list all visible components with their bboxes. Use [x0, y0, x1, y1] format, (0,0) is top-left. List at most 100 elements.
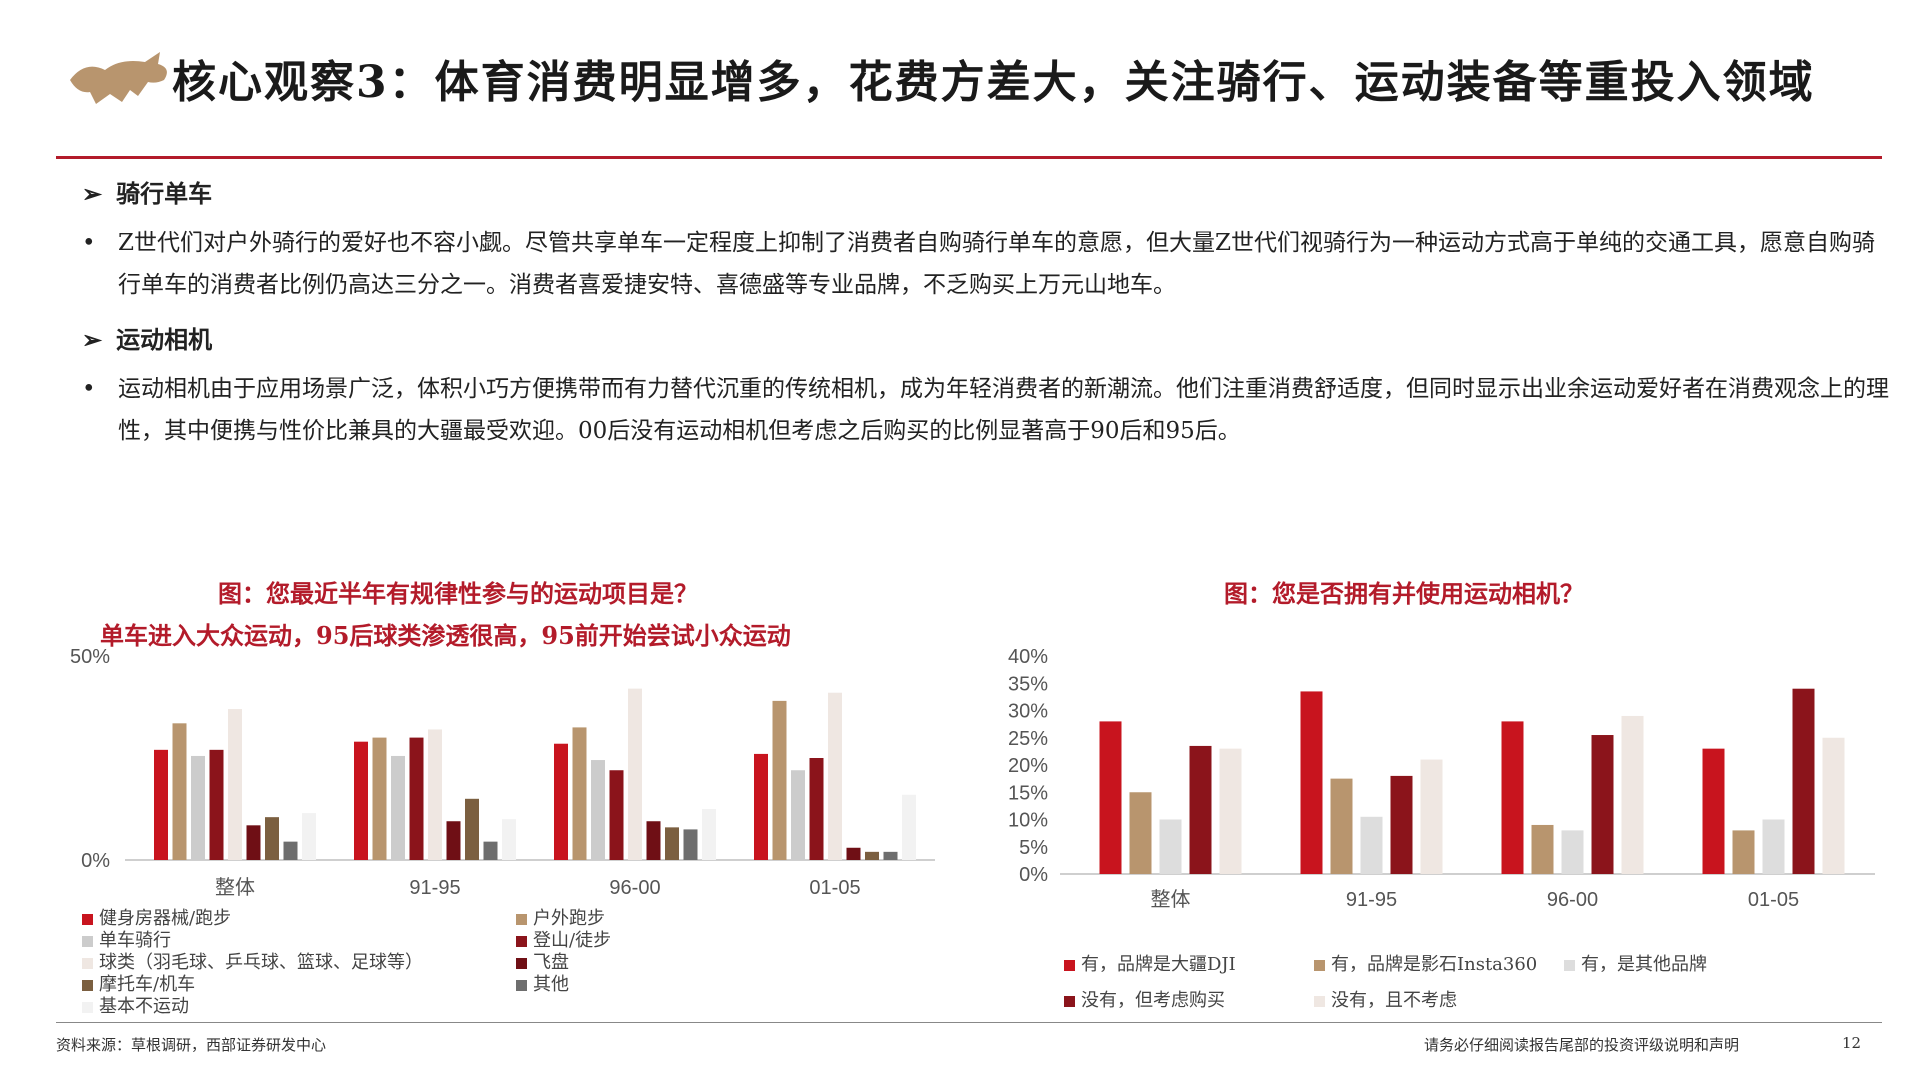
legend-label: 户外跑步: [533, 908, 605, 929]
page-number: 12: [1842, 1034, 1862, 1052]
legend-swatch: [82, 935, 93, 947]
chart2-bar: [1159, 819, 1182, 874]
footer-disclaimer: 请务必仔细阅读报告尾部的投资评级说明和声明: [1424, 1036, 1740, 1054]
legend-swatch: [1314, 995, 1325, 1007]
chart2-category-label: 96-00: [1547, 889, 1598, 911]
chart2-y-tick-label: 35%: [1008, 673, 1048, 695]
chart1-bar: [865, 851, 879, 860]
legend-swatch: [82, 1001, 93, 1013]
paragraph-text: Z世代们对户外骑行的爱好也不容小觑。尽管共享单车一定程度上抑制了消费者自购骑行单…: [118, 230, 1875, 298]
chart1-category-label: 整体: [215, 876, 255, 899]
chart2-y-tick-label: 30%: [1008, 701, 1048, 723]
legend-item: 有，品牌是影石Insta360: [1314, 950, 1537, 976]
paragraph-cycling: • Z世代们对户外骑行的爱好也不容小觑。尽管共享单车一定程度上抑制了消费者自购骑…: [82, 222, 1892, 306]
chart2-bar: [1762, 819, 1785, 874]
chart1-bar: [846, 847, 861, 860]
header-divider: [56, 156, 1882, 159]
chart2-bar: [1129, 792, 1152, 874]
chart2-bar: [1300, 691, 1323, 874]
legend-label: 登山/徒步: [533, 930, 612, 951]
legend-label: 没有，且不考虑: [1331, 990, 1457, 1011]
chart1-y-tick-label: 0%: [81, 850, 110, 872]
chart2-category-label: 01-05: [1748, 889, 1799, 911]
chart2-title: 图：您是否拥有并使用运动相机？: [1224, 579, 1584, 608]
chart1-category-label: 91-95: [409, 877, 460, 899]
legend-label: 飞盘: [533, 952, 569, 973]
legend-swatch: [82, 957, 93, 969]
chart2-bar: [1702, 748, 1725, 874]
chart2-bar: [1792, 688, 1815, 874]
legend-item: 没有，且不考虑: [1314, 986, 1457, 1012]
legend-label: 健身房器械/跑步: [99, 908, 232, 929]
legend-swatch: [1064, 959, 1075, 971]
legend-swatch: [516, 935, 527, 947]
legend-swatch: [516, 979, 527, 991]
bullet-icon: •: [82, 376, 96, 402]
chart2-bar: [1732, 830, 1755, 874]
chart1-bar: [828, 692, 842, 860]
legend-item: 飞盘: [516, 948, 569, 974]
chart1-category-label: 01-05: [809, 877, 860, 899]
arrow-icon: ➢: [82, 325, 103, 354]
chart1-bar: [809, 758, 824, 860]
chart2-bar: [1561, 830, 1584, 874]
chart1-bar: [172, 723, 187, 860]
footer-source: 资料来源：草根调研，西部证券研发中心: [56, 1036, 327, 1054]
legend-label: 单车骑行: [99, 930, 171, 951]
chart1-bar: [628, 688, 642, 860]
legend-label: 有，品牌是大疆DJI: [1081, 954, 1236, 975]
chart1-bar: [902, 794, 916, 860]
chart1-bar: [283, 841, 298, 860]
chart1-bar: [791, 770, 805, 860]
page-title: 核心观察3：体育消费明显增多，花费方差大，关注骑行、运动装备等重投入领域: [172, 57, 1815, 108]
chart1-bar: [409, 737, 424, 860]
legend-swatch: [1064, 995, 1075, 1007]
chart1-bar: [772, 700, 787, 860]
chart2-y-tick-label: 5%: [1019, 837, 1048, 859]
bull-logo-icon: [70, 52, 167, 104]
chart2-category-label: 整体: [1151, 888, 1191, 911]
legend-label: 球类（羽毛球、乒乓球、篮球、足球等）: [99, 952, 423, 973]
chart1-bar: [446, 821, 461, 860]
chart2-bar: [1420, 759, 1443, 874]
legend-swatch: [82, 913, 93, 925]
chart1-bar: [191, 755, 205, 860]
legend-swatch: [516, 957, 527, 969]
chart2-y-tick-label: 40%: [1008, 646, 1048, 668]
chart2-bar: [1621, 715, 1644, 874]
legend-label: 基本不运动: [99, 996, 189, 1017]
legend-item: 健身房器械/跑步: [82, 904, 231, 930]
chart1-bar: [483, 841, 498, 860]
chart1-bar: [372, 737, 387, 860]
paragraph-text: 运动相机由于应用场景广泛，体积小巧方便携带而有力替代沉重的传统相机，成为年轻消费…: [118, 376, 1889, 444]
legend-item: 基本不运动: [82, 992, 189, 1018]
chart1-bar: [609, 770, 624, 860]
chart2-bar: [1330, 778, 1353, 874]
chart2-y-tick-label: 0%: [1019, 864, 1048, 886]
legend-item: 没有，但考虑购买: [1064, 986, 1225, 1012]
chart1-bar: [246, 825, 261, 860]
chart2-y-tick-label: 25%: [1008, 728, 1048, 750]
legend-item: 户外跑步: [516, 904, 605, 930]
legend-item: 有，是其他品牌: [1564, 950, 1707, 976]
chart1-bar: [154, 749, 168, 860]
section-heading-text: 骑行单车: [116, 179, 213, 208]
chart2-bar: [1531, 824, 1554, 874]
chart2-y-tick-label: 10%: [1008, 810, 1048, 832]
chart1-bar: [502, 819, 516, 860]
chart1-bar: [754, 753, 768, 860]
chart1-bar: [646, 821, 661, 860]
chart1-bar: [302, 813, 316, 860]
chart1-bar: [354, 741, 368, 860]
chart1-bar: [391, 755, 405, 860]
chart2-category-label: 91-95: [1346, 889, 1397, 911]
chart2-bar: [1360, 816, 1383, 874]
chart1-bar: [228, 709, 242, 860]
chart1-bar: [665, 827, 679, 860]
legend-item: 球类（羽毛球、乒乓球、篮球、足球等）: [82, 948, 423, 974]
section-heading-camera: ➢ 运动相机: [82, 320, 212, 355]
chart1-category-label: 96-00: [609, 877, 660, 899]
chart1-bar: [591, 760, 605, 860]
chart1-bar: [572, 727, 587, 860]
chart1-bar: [465, 798, 479, 860]
